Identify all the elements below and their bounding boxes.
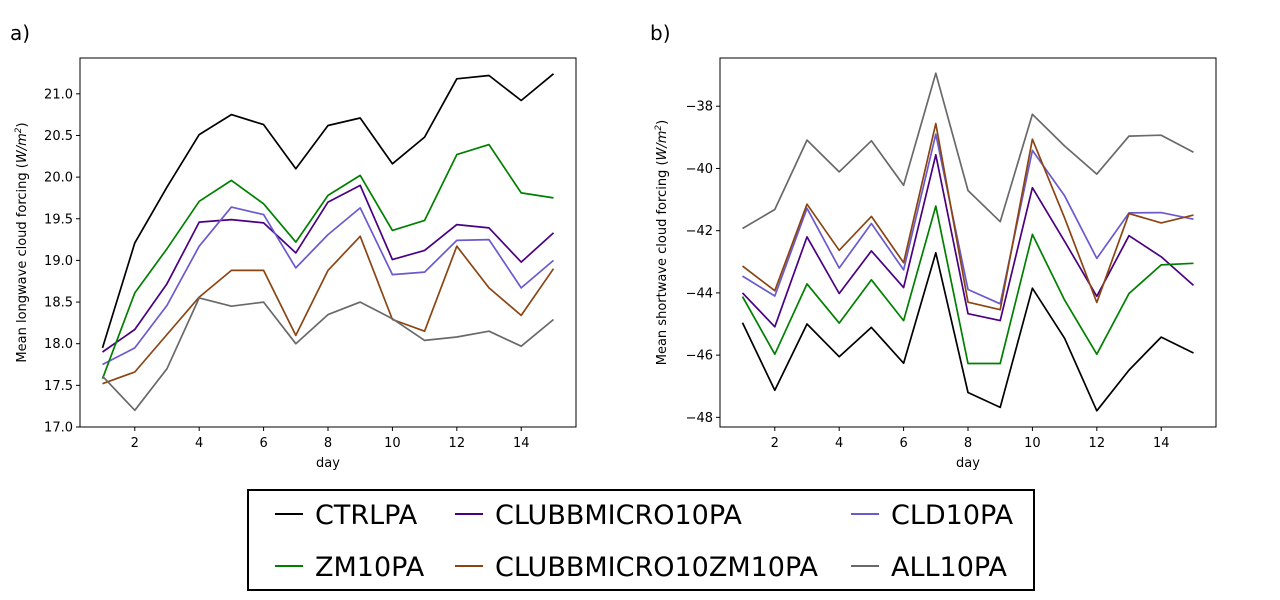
x-tick-label: 8 — [964, 436, 972, 451]
y-axis-label-superscript: 2 — [654, 125, 664, 131]
x-tick-label: 4 — [835, 436, 843, 451]
y-axis-label-text: Mean shortwave cloud forcing ( — [655, 160, 670, 365]
legend-label-clubbmicro10zm10pa: CLUBBMICRO10ZM10PA — [495, 552, 819, 583]
x-tick-label: 10 — [1024, 436, 1041, 451]
x-tick-label: 2 — [771, 436, 779, 451]
y-tick-label: 21.0 — [44, 87, 73, 102]
series-line-cld10pa-panel-b — [742, 133, 1194, 305]
x-tick-label: 4 — [195, 436, 203, 451]
panel-label-b: b) — [650, 21, 671, 45]
legend-label-all10pa: ALL10PA — [891, 552, 1007, 583]
legend-label-cld10pa: CLD10PA — [891, 500, 1014, 531]
y-tick-label: −44 — [686, 286, 713, 301]
y-tick-label: −38 — [686, 100, 713, 115]
y-axis-label-text: Mean longwave cloud forcing ( — [15, 163, 30, 362]
y-axis-label: Mean longwave cloud forcing (W/m2) — [14, 122, 30, 362]
x-tick-label: 14 — [513, 436, 530, 451]
y-tick-label: −46 — [686, 349, 713, 364]
x-tick-label: 12 — [1089, 436, 1106, 451]
legend-box — [247, 489, 1035, 591]
panel-a-longwave: a) 2 4 6 8 10 12 14 17.0 17.5 18.0 18.5 19.0 19.5 20.0… — [10, 21, 577, 471]
x-tick-label: 6 — [259, 436, 267, 451]
y-axis-label-unit: W/m — [15, 133, 30, 163]
series-line-zm10pa-panel-b — [741, 205, 1194, 365]
y-axis-label-close: ) — [655, 120, 670, 125]
series-line-ctrlpa-panel-a — [101, 73, 555, 349]
y-tick-label: 17.0 — [44, 421, 73, 436]
series-line-clubbmicro10zm10pa-panel-a — [102, 235, 555, 385]
x-tick-label: 2 — [131, 436, 139, 451]
x-tick-label: 8 — [324, 436, 332, 451]
legend: CTRLPA CLUBBMICRO10PA CLD10PA ZM10PA CLUBBMI… — [247, 489, 1035, 591]
y-axis-label-superscript: 2 — [14, 127, 24, 133]
y-tick-label: −48 — [686, 411, 713, 426]
panel-label-a: a) — [10, 21, 30, 45]
x-axis-label: day — [956, 456, 980, 471]
y-tick-label: 18.5 — [44, 296, 73, 311]
x-tick-label: 6 — [899, 436, 907, 451]
y-axis-label-unit: W/m — [655, 131, 670, 161]
y-tick-label: 17.5 — [44, 379, 73, 394]
y-tick-label: −40 — [686, 162, 713, 177]
x-axis-label: day — [316, 456, 340, 471]
legend-label-clubbmicro10pa: CLUBBMICRO10PA — [495, 500, 742, 531]
y-tick-label: 20.5 — [44, 129, 73, 144]
x-tick-label: 10 — [384, 436, 401, 451]
series-line-clubbmicro10zm10pa-panel-b — [741, 122, 1194, 311]
y-tick-label: −42 — [686, 224, 713, 239]
y-tick-label: 20.0 — [44, 171, 73, 186]
y-tick-label: 19.0 — [44, 254, 73, 269]
y-tick-label: 18.0 — [44, 337, 73, 352]
legend-label-ctrlpa: CTRLPA — [315, 500, 418, 531]
series-line-zm10pa-panel-a — [101, 143, 554, 379]
series-line-all10pa-panel-a — [101, 297, 555, 412]
series-line-cld10pa-panel-a — [102, 206, 555, 366]
y-axis-label: Mean shortwave cloud forcing (W/m2) — [654, 120, 670, 365]
series-line-all10pa-panel-b — [742, 72, 1194, 230]
series-line-clubbmicro10pa-panel-a — [102, 184, 555, 353]
y-tick-label: 19.5 — [44, 212, 73, 227]
legend-label-zm10pa: ZM10PA — [315, 552, 425, 583]
x-tick-label: 14 — [1153, 436, 1170, 451]
panel-b-shortwave: b) 2 4 6 8 10 12 14 −48 −46 −44 −42 −40 −38 day Mean sh… — [650, 21, 1217, 471]
x-tick-label: 12 — [449, 436, 466, 451]
series-line-ctrlpa-panel-b — [741, 251, 1194, 412]
series-line-clubbmicro10pa-panel-b — [741, 153, 1195, 328]
y-axis-label-close: ) — [15, 122, 30, 127]
